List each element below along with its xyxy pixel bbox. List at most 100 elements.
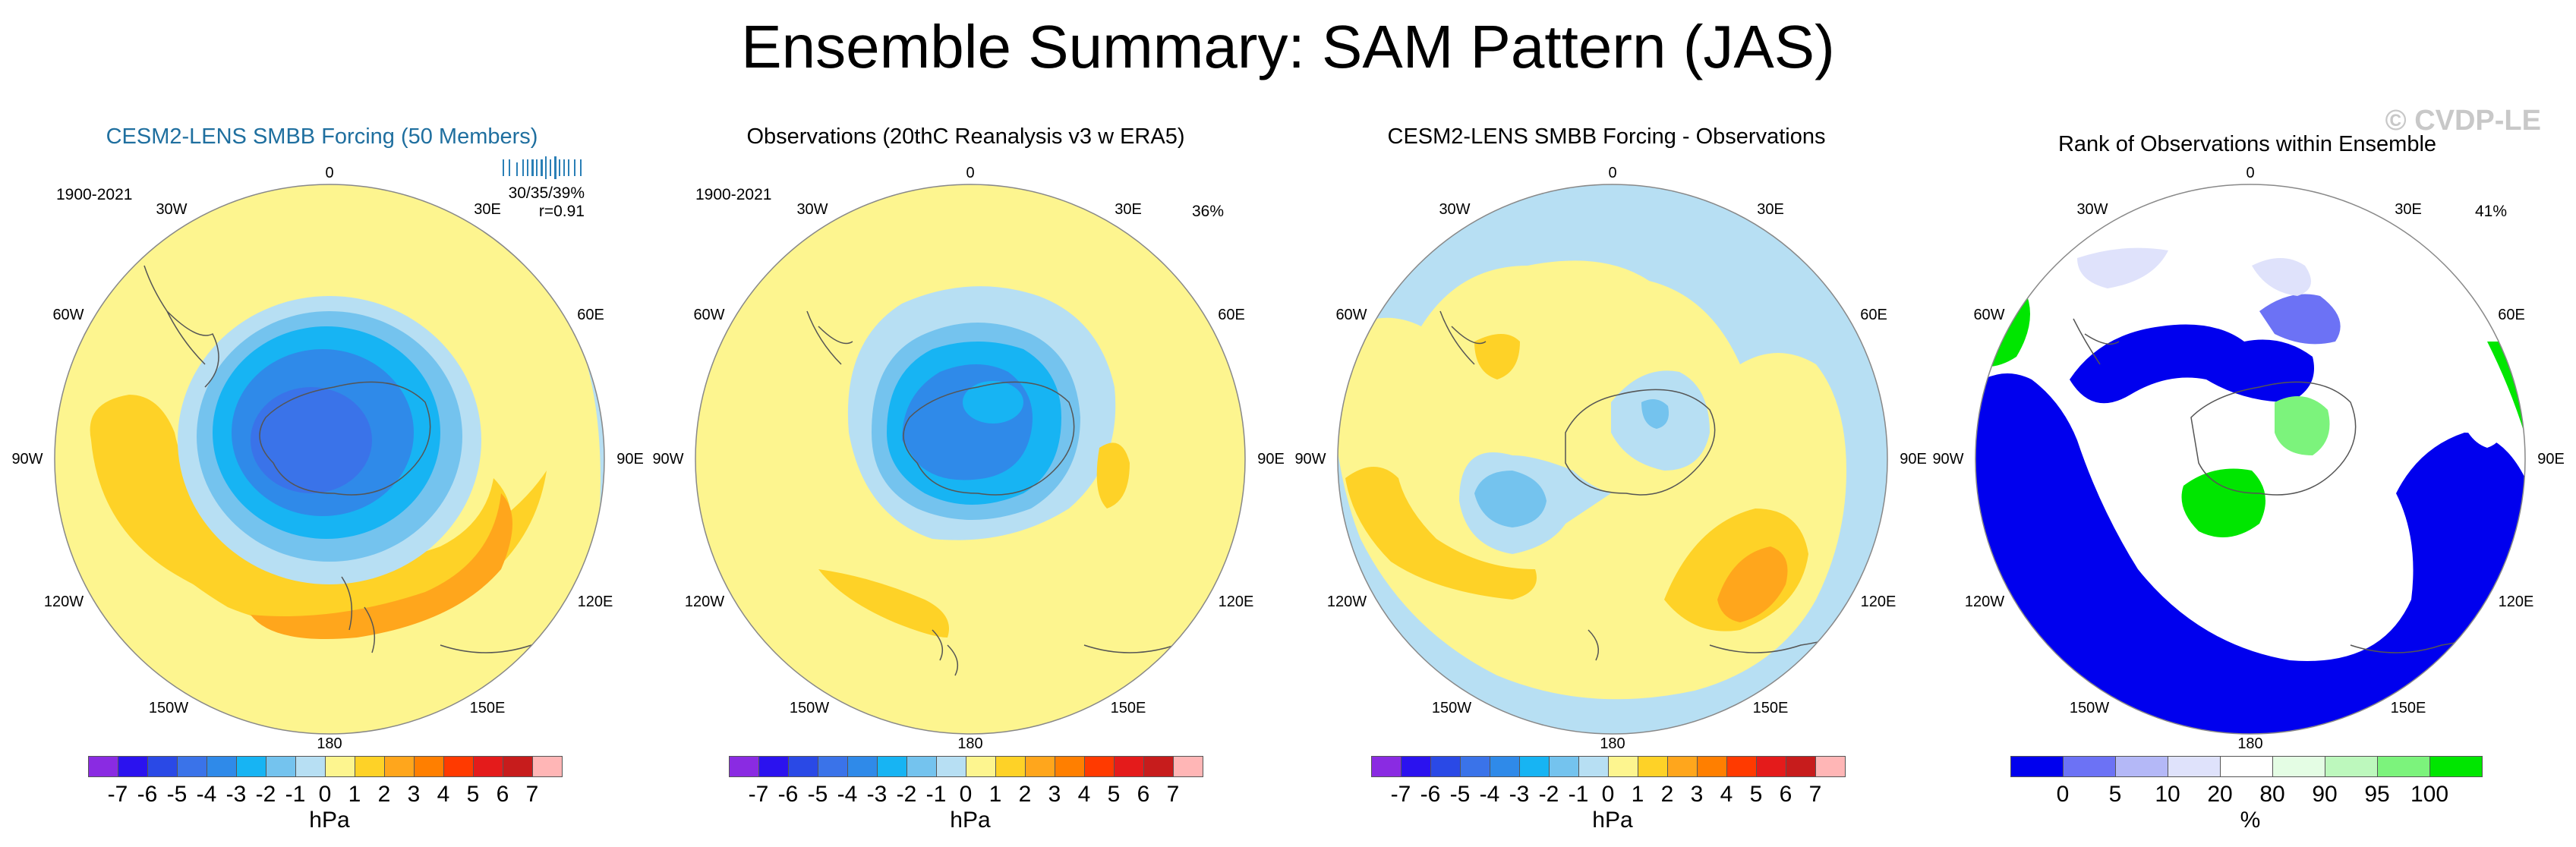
colorbar-box	[1173, 756, 1203, 777]
colorbar-tick-label: -5	[1449, 782, 1471, 807]
figure-title: Ensemble Summary: SAM Pattern (JAS)	[741, 13, 1835, 80]
colorbar-box	[1490, 756, 1520, 777]
lon-label: 150E	[1752, 700, 1789, 716]
colorbar-box	[177, 756, 207, 777]
lon-label: 60E	[2498, 307, 2525, 323]
colorbar	[2010, 756, 2483, 777]
colorbar-tick-label: -2	[1538, 782, 1559, 807]
colorbar-box	[236, 756, 266, 777]
colorbar-tick-label: 1	[348, 782, 361, 807]
colorbar-tick-label: 5	[2108, 782, 2122, 807]
colorbar-box	[788, 756, 818, 777]
lon-label: 120W	[1964, 594, 2005, 610]
colorbar-box	[729, 756, 759, 777]
colorbar-box	[1519, 756, 1550, 777]
colorbar-tick-label: 1	[1631, 782, 1644, 807]
colorbar-box	[936, 756, 966, 777]
period-label: 1900-2021	[56, 186, 133, 203]
colorbar-tick-label: -7	[748, 782, 769, 807]
colorbar-tick-label: -6	[1420, 782, 1441, 807]
colorbar-box	[818, 756, 848, 777]
lon-label: 30E	[2395, 201, 2422, 218]
colorbar-tick-label: -3	[1509, 782, 1530, 807]
panel-title: CESM2-LENS SMBB Forcing (50 Members)	[106, 124, 538, 149]
colorbar-tick-label: 0	[318, 782, 332, 807]
colorbar-box	[1756, 756, 1786, 777]
colorbar-tick-label: 5	[466, 782, 480, 807]
lon-label: 0	[1608, 165, 1617, 181]
lon-label: 180	[317, 735, 342, 752]
colorbar-box	[966, 756, 996, 777]
lon-label: 120E	[2498, 594, 2534, 610]
colorbar-tick-label: 4	[1077, 782, 1091, 807]
lon-label: 150E	[469, 700, 506, 716]
colorbar-tick-label: 3	[1048, 782, 1061, 807]
lon-label: 180	[2237, 735, 2263, 752]
colorbar-tick-label: 20	[2207, 782, 2233, 807]
colorbar-box	[355, 756, 385, 777]
colorbar-tick-label: 3	[1690, 782, 1704, 807]
colorbar-tick-label: 95	[2364, 782, 2390, 807]
colorbar-tick-label: -7	[107, 782, 128, 807]
lon-label: 60W	[52, 307, 84, 323]
colorbar-box	[758, 756, 789, 777]
panel-title: CESM2-LENS SMBB Forcing - Observations	[1387, 124, 1826, 149]
lon-label: 150W	[789, 700, 830, 716]
colorbar-tick-label: -1	[285, 782, 306, 807]
colorbar-unit: hPa	[1592, 808, 1633, 833]
colorbar-box	[207, 756, 237, 777]
colorbar-tick-label: -4	[196, 782, 217, 807]
colorbar-tick-label: -7	[1390, 782, 1411, 807]
lon-label: 150E	[2390, 700, 2426, 716]
colorbar-box	[118, 756, 148, 777]
colorbar-tick-label: -1	[925, 782, 947, 807]
colorbar-box	[1815, 756, 1846, 777]
panel-observations: Observations (20thC Reanalysis v3 w ERA5…	[644, 114, 1288, 847]
lon-label: 120E	[1860, 594, 1897, 610]
lon-label: 30E	[1757, 201, 1784, 218]
lon-label: 90W	[1294, 451, 1326, 468]
lon-label: 30E	[1115, 201, 1142, 218]
lon-label: 30W	[1439, 201, 1471, 218]
watermark: © CVDP-LE	[2385, 105, 2541, 137]
lon-label: 30W	[156, 201, 188, 218]
lon-label: 60W	[693, 307, 725, 323]
member-rank-ticks	[501, 156, 586, 181]
colorbar-box	[2429, 756, 2483, 777]
colorbar-tick-label: -5	[807, 782, 828, 807]
colorbar-tick-label: 100	[2410, 782, 2449, 807]
lon-label: 90E	[616, 451, 644, 468]
colorbar-tick-label: 6	[1137, 782, 1150, 807]
colorbar-box	[1786, 756, 1816, 777]
colorbar-tick-label: 7	[1808, 782, 1822, 807]
colorbar-tick-label: 6	[496, 782, 509, 807]
colorbar-tick-label: 4	[437, 782, 450, 807]
lon-label: 180	[957, 735, 983, 752]
colorbar-box	[414, 756, 444, 777]
colorbar	[729, 756, 1203, 777]
lon-label: 90E	[1257, 451, 1285, 468]
colorbar-tick-label: 2	[1018, 782, 1032, 807]
colorbar-box	[2377, 756, 2430, 777]
colorbar-box	[1430, 756, 1461, 777]
colorbar-box	[1055, 756, 1085, 777]
lon-label: 150W	[1431, 700, 1472, 716]
lon-label: 30W	[2076, 201, 2108, 218]
lon-label: 120W	[684, 594, 725, 610]
lon-label: 120E	[577, 594, 613, 610]
colorbar	[1371, 756, 1846, 777]
colorbar-box	[1697, 756, 1727, 777]
colorbar-box	[2168, 756, 2221, 777]
lon-label: 120W	[1326, 594, 1367, 610]
colorbar-box	[995, 756, 1026, 777]
colorbar-tick-label: 3	[407, 782, 421, 807]
colorbar-box	[1638, 756, 1668, 777]
lon-label: 30W	[796, 201, 828, 218]
lon-label: 150E	[1110, 700, 1146, 716]
colorbar-tick-label: 4	[1720, 782, 1733, 807]
lon-label: 90W	[1932, 451, 1964, 468]
lon-label: 150W	[148, 700, 189, 716]
colorbar-box	[1460, 756, 1490, 777]
lon-label: 150W	[2069, 700, 2110, 716]
lon-label: 90E	[2537, 451, 2565, 468]
